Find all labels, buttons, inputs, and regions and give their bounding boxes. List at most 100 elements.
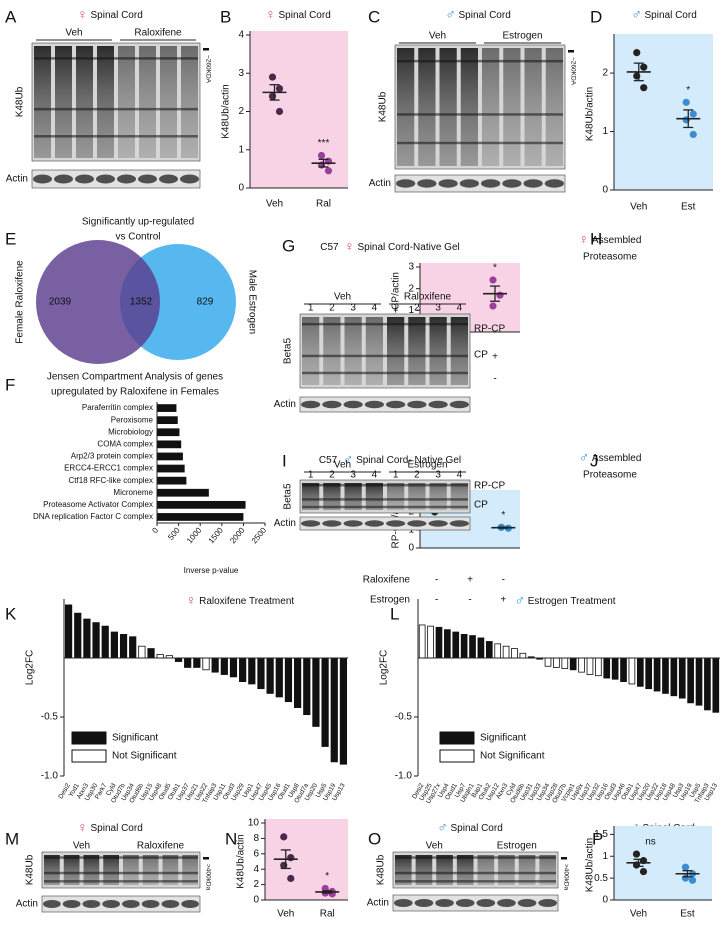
actin-band (544, 179, 564, 188)
actin-band (180, 174, 199, 184)
y-tick-label: 4 (253, 864, 259, 875)
size-marker: ~260KDA (569, 57, 576, 86)
row-label: Beta5 (283, 483, 294, 510)
bar (92, 622, 100, 659)
blot-lane (503, 48, 521, 166)
bar (74, 612, 82, 659)
title-text: Spinal Cord (91, 10, 143, 21)
blot-band (302, 498, 468, 501)
panel-letter: P (592, 829, 603, 848)
bar (485, 641, 493, 659)
chart-subtitle: upregulated by Raloxifene in Females (51, 387, 219, 398)
blot-lane (524, 48, 542, 166)
blot-lane (160, 46, 177, 158)
data-point (681, 863, 690, 871)
blot-lane (365, 317, 383, 385)
blot-lane (97, 46, 114, 158)
bar (147, 648, 155, 659)
bar (695, 657, 703, 706)
bar (687, 657, 694, 704)
actin-band (322, 400, 342, 409)
venn-value: 2039 (49, 297, 72, 308)
panel-title: ♂ Spinal Cord (631, 6, 697, 22)
bar (553, 657, 560, 668)
category-label: ERCC4-ERCC1 complex (64, 464, 153, 473)
row-label: Actin (367, 898, 389, 909)
panel-letter: L (390, 604, 399, 623)
sex-symbol: ♂ (631, 6, 642, 22)
bar (257, 657, 265, 690)
blot-lane (142, 855, 159, 885)
title-text: Raloxifene Treatment (199, 596, 294, 607)
lane-number: 4 (457, 303, 463, 314)
bar (460, 634, 468, 659)
bar (561, 657, 569, 670)
blot-lane (323, 317, 341, 385)
data-point (640, 63, 648, 71)
actin-band (117, 174, 136, 184)
significance: * (325, 871, 329, 882)
y-tick-label: 0 (253, 895, 259, 906)
actin-band (141, 900, 160, 908)
bar (101, 625, 109, 659)
bar (312, 657, 320, 727)
actin-band (122, 900, 140, 908)
venn-label: Male Estrogen (246, 270, 257, 334)
group-label: Raloxifene (134, 28, 182, 39)
condition-mark: + (500, 595, 506, 606)
group-label: Estrogen (407, 460, 447, 471)
bar (284, 657, 293, 703)
data-point (317, 151, 326, 160)
size-marker: >400kDa (204, 864, 211, 891)
y-tick-label: 0.5 (594, 873, 608, 884)
blot-lane (302, 317, 320, 385)
y-tick-label: 2 (238, 106, 244, 117)
panel-letter: D (590, 7, 602, 26)
bar (157, 513, 244, 521)
plot-background (250, 31, 348, 188)
data-point (639, 867, 648, 876)
actin-band (396, 179, 416, 188)
actin-background (392, 894, 559, 912)
blot-lane (498, 855, 515, 885)
blot-lane (482, 48, 500, 166)
category-label: Microneme (113, 488, 153, 497)
actin-band (138, 174, 157, 184)
actin-band (428, 400, 448, 409)
bar (544, 657, 552, 667)
actin-band (301, 520, 321, 527)
blot-lane (408, 483, 426, 510)
significance: * (493, 263, 497, 274)
blot-lane (365, 483, 383, 510)
bar (294, 657, 302, 708)
blot-band (302, 322, 468, 326)
panel-letter: J (590, 451, 599, 470)
legend-label: Significant (480, 733, 526, 744)
y-axis-label: K48Ub/actin (221, 84, 232, 138)
category-label: Arp2/3 protein complex (71, 452, 153, 461)
legend-swatch (439, 731, 475, 745)
bar (477, 637, 485, 659)
bar (157, 476, 187, 485)
y-tick-label: 0 (238, 183, 244, 194)
y-tick-label: 1 (602, 851, 608, 862)
condition-mark: - (435, 595, 438, 606)
blot-lane (55, 46, 72, 158)
condition-mark: + (492, 352, 498, 363)
actin-background (299, 396, 471, 413)
blot-lane (477, 855, 495, 885)
bar (157, 404, 177, 412)
lane-number: 4 (372, 470, 378, 481)
blot-lane (395, 855, 412, 885)
actin-band (343, 520, 363, 527)
actin-band (161, 900, 180, 908)
panel-title: ♀ Assembled (579, 231, 642, 247)
panel-subtitle: Proteasome (583, 470, 637, 481)
bar (321, 657, 329, 747)
panel-subtitle: Proteasome (583, 252, 637, 263)
actin-band (428, 520, 448, 527)
legend-label: Not Significant (112, 751, 177, 762)
sex-symbol: ♂ (343, 451, 354, 467)
significance: * (686, 85, 690, 96)
x-tick-label: Ral (320, 909, 335, 920)
